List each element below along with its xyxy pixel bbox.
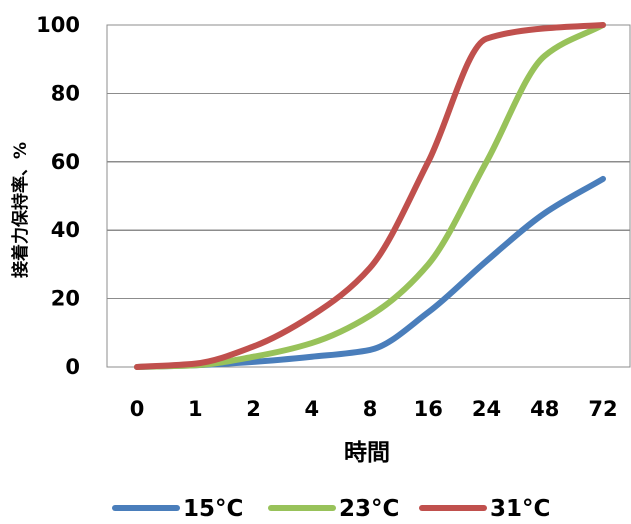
x-tick-label-0: 0 [130,397,145,421]
series-line-2 [134,22,606,370]
legend-label-2: 23°C [339,496,399,522]
y-tick-label-100: 100 [36,13,80,37]
series-line-1 [134,175,606,370]
y-tick-label-0: 0 [65,355,80,379]
legend: 15°C 23°C 31°C [112,496,550,522]
grid [106,24,631,368]
series-lines [134,22,606,370]
series-line-3 [134,22,606,370]
x-tick-label-16: 16 [414,397,443,421]
x-tick-label-48: 48 [530,397,559,421]
x-tick-label-1: 1 [188,397,203,421]
legend-label-3: 31°C [490,496,550,522]
legend-label-1: 15°C [183,496,243,522]
x-axis-label: 時間 [344,440,390,466]
y-tick-label-80: 80 [51,81,80,105]
plot-frame [106,24,631,368]
x-axis-ticks: 0 1 2 4 8 16 24 48 72 [130,397,618,421]
y-tick-label-40: 40 [51,218,80,242]
x-tick-label-72: 72 [588,397,617,421]
y-tick-label-60: 60 [51,150,80,174]
x-tick-label-8: 8 [363,397,378,421]
x-tick-label-2: 2 [246,397,261,421]
y-tick-label-20: 20 [51,287,80,311]
x-tick-label-4: 4 [304,397,319,421]
y-axis-ticks: 0 20 40 60 80 100 [36,13,80,379]
x-tick-label-24: 24 [472,397,501,421]
y-axis-label: 接着力保持率、% [10,142,31,278]
